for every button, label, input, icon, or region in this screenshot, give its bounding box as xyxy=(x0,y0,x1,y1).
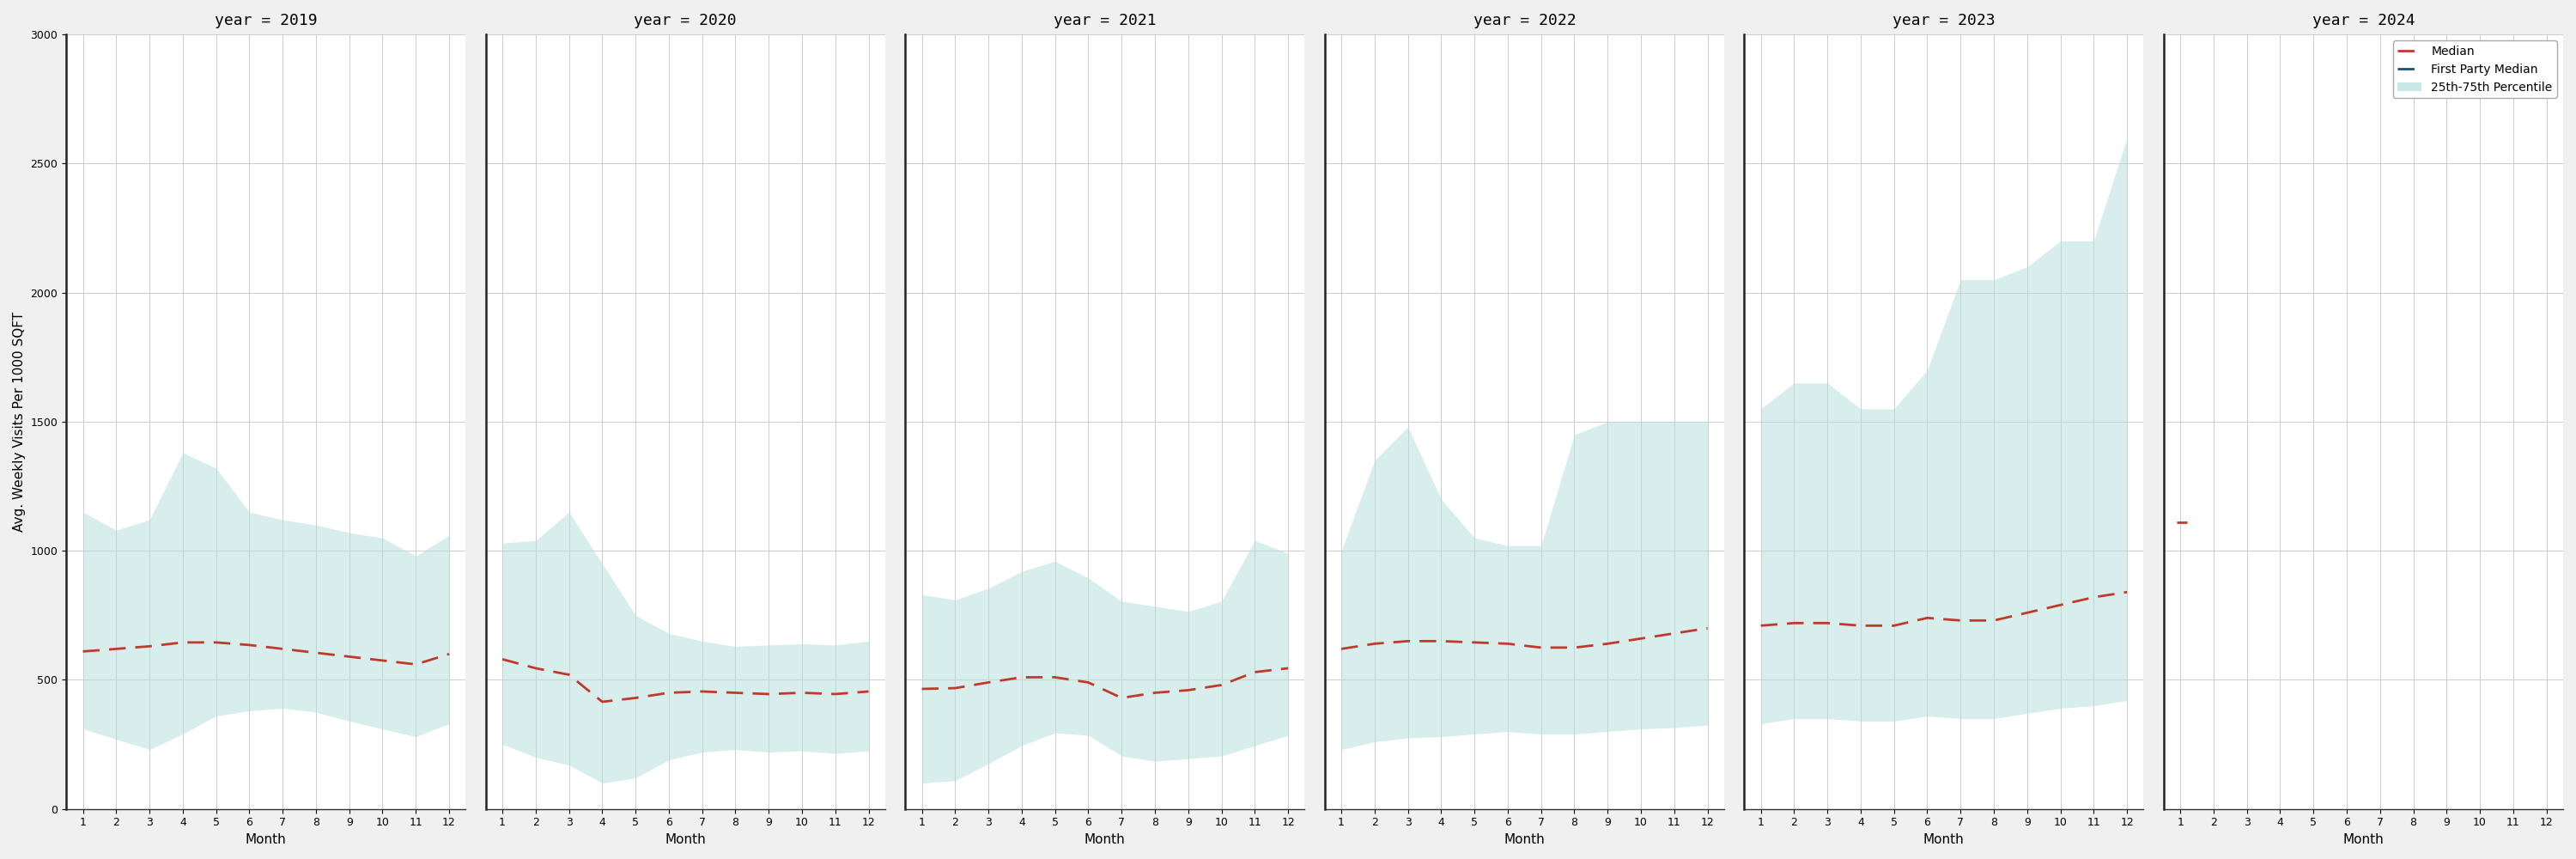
Title: year = 2024: year = 2024 xyxy=(2313,13,2414,28)
X-axis label: Month: Month xyxy=(1084,833,1126,846)
Title: year = 2021: year = 2021 xyxy=(1054,13,1157,28)
X-axis label: Month: Month xyxy=(1924,833,1965,846)
Legend: Median, First Party Median, 25th-75th Percentile: Median, First Party Median, 25th-75th Pe… xyxy=(2393,40,2558,98)
X-axis label: Month: Month xyxy=(2342,833,2383,846)
Y-axis label: Avg. Weekly Visits Per 1000 SQFT: Avg. Weekly Visits Per 1000 SQFT xyxy=(13,312,26,532)
X-axis label: Month: Month xyxy=(1504,833,1546,846)
X-axis label: Month: Month xyxy=(245,833,286,846)
Title: year = 2020: year = 2020 xyxy=(634,13,737,28)
Title: year = 2023: year = 2023 xyxy=(1893,13,1996,28)
Title: year = 2022: year = 2022 xyxy=(1473,13,1577,28)
X-axis label: Month: Month xyxy=(665,833,706,846)
Title: year = 2019: year = 2019 xyxy=(214,13,317,28)
